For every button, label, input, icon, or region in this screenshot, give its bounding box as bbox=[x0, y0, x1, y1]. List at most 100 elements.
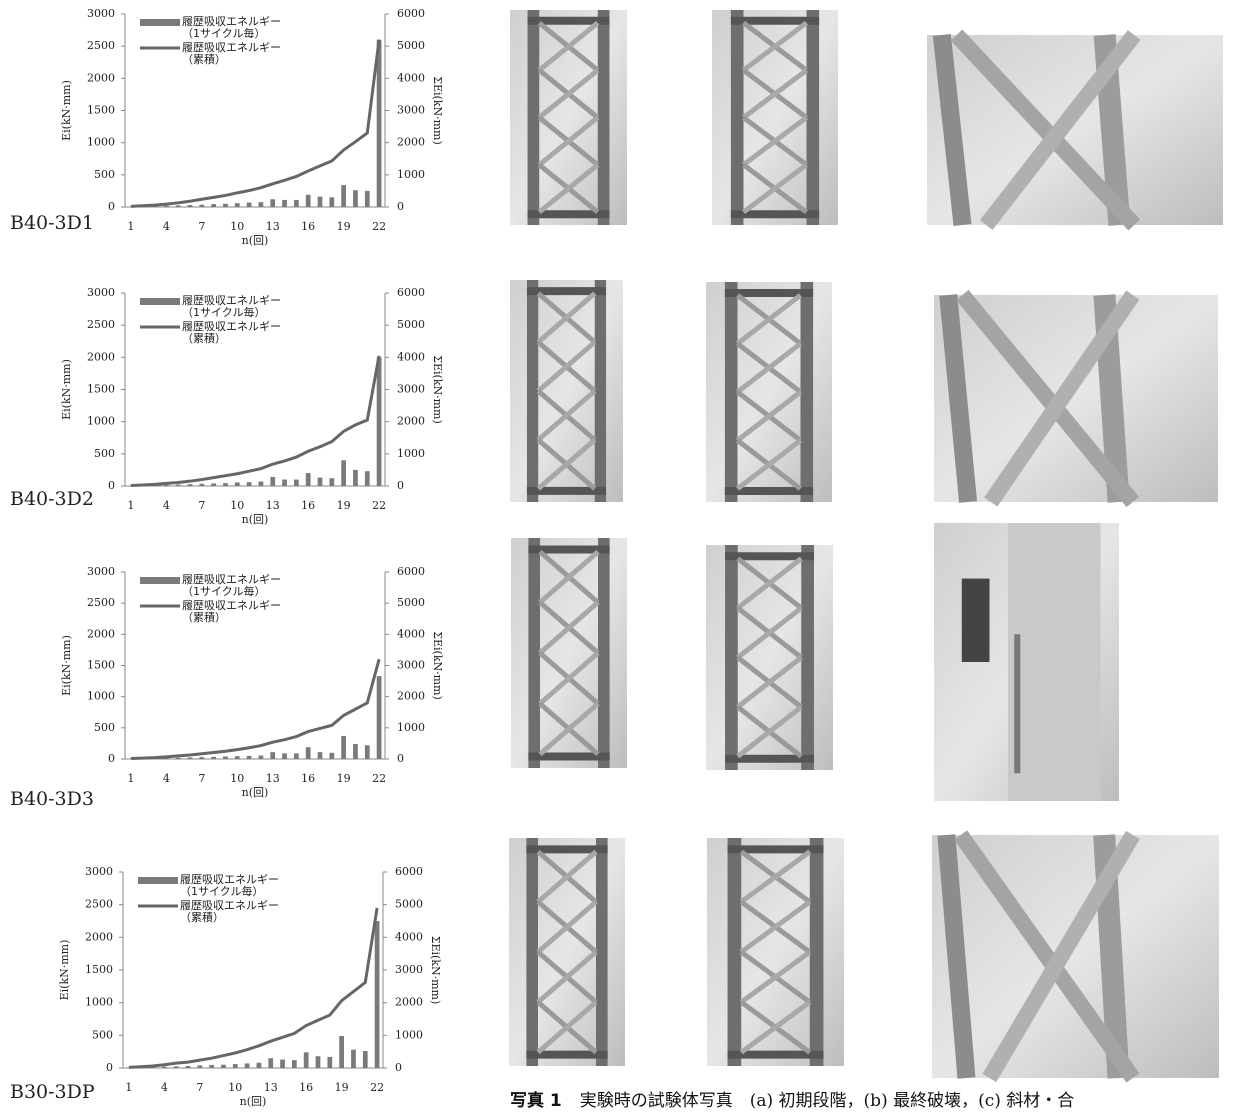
y-tick-label: 2000 bbox=[87, 627, 115, 640]
photo-shape bbox=[536, 291, 597, 345]
legend-swatch bbox=[140, 19, 180, 26]
bar bbox=[329, 197, 335, 207]
y2-tick-label: 2000 bbox=[395, 996, 423, 1009]
x-tick-label: 7 bbox=[196, 1081, 203, 1094]
y2-tick-label: 2000 bbox=[397, 136, 425, 149]
bar bbox=[339, 1035, 344, 1068]
photo-bg bbox=[927, 35, 1223, 225]
y-tick-label: 2000 bbox=[87, 71, 115, 84]
photo-shape bbox=[954, 830, 1140, 1083]
photo-shape bbox=[536, 950, 598, 1005]
y-tick-label: 2000 bbox=[85, 930, 113, 943]
bar bbox=[164, 484, 169, 486]
bar bbox=[162, 1066, 167, 1068]
x-tick-label: 1 bbox=[125, 1081, 132, 1094]
x-tick-label: 19 bbox=[335, 1081, 349, 1094]
y-tick-label: 0 bbox=[108, 479, 115, 492]
photo-shape bbox=[741, 20, 809, 73]
x-tick-label: 19 bbox=[337, 772, 351, 785]
y2-tick-label: 5000 bbox=[397, 318, 425, 331]
bar bbox=[282, 199, 287, 207]
y-tick-label: 1000 bbox=[87, 690, 115, 703]
y-tick-label: 1500 bbox=[87, 659, 115, 672]
x-tick-label: 4 bbox=[161, 1081, 168, 1094]
photo-shape bbox=[1008, 523, 1101, 801]
y2-tick-label: 1000 bbox=[395, 1028, 423, 1041]
y2-tick-label: 0 bbox=[397, 200, 404, 213]
photo-shape bbox=[741, 68, 809, 120]
bar bbox=[329, 478, 335, 486]
x-tick-label: 13 bbox=[266, 220, 280, 233]
bar bbox=[187, 484, 193, 486]
y-tick-label: 500 bbox=[94, 168, 115, 181]
bar bbox=[364, 190, 370, 207]
photo-shape bbox=[939, 294, 978, 503]
x-tick-label: 4 bbox=[163, 499, 170, 512]
bar bbox=[211, 756, 216, 759]
photo-shape bbox=[736, 556, 803, 610]
bar bbox=[258, 755, 264, 759]
bar bbox=[317, 196, 323, 207]
photo-shape bbox=[536, 437, 597, 491]
bar bbox=[270, 752, 276, 759]
bar bbox=[341, 735, 346, 759]
bar bbox=[199, 483, 205, 486]
photo bbox=[706, 545, 833, 770]
legend-swatch bbox=[138, 877, 178, 884]
y-tick-label: 3000 bbox=[87, 565, 115, 578]
y2-tick-label: 0 bbox=[397, 752, 404, 765]
bar bbox=[246, 755, 252, 759]
legend-entry: 履歴吸収エネルギー（1サイクル毎） bbox=[182, 15, 281, 40]
photo bbox=[706, 282, 832, 502]
bar bbox=[232, 1064, 238, 1068]
y-tick-label: 1000 bbox=[87, 415, 115, 428]
photo-shape bbox=[735, 341, 803, 394]
y2-tick-label: 1000 bbox=[397, 721, 425, 734]
photo-shape bbox=[736, 606, 803, 660]
y2-tick-label: 4000 bbox=[397, 350, 425, 363]
bar bbox=[187, 205, 193, 207]
bar bbox=[246, 202, 252, 207]
x-tick-label: 16 bbox=[301, 220, 315, 233]
y-tick-label: 1000 bbox=[85, 996, 113, 1009]
y2-tick-label: 4000 bbox=[397, 627, 425, 640]
photo-shape bbox=[984, 290, 1140, 507]
photo-shape bbox=[537, 115, 600, 167]
bar bbox=[223, 203, 228, 207]
photo-shape bbox=[536, 389, 597, 442]
y-tick-label: 2500 bbox=[87, 596, 115, 609]
y2-tick-label: 3000 bbox=[395, 963, 423, 976]
bar bbox=[282, 753, 287, 759]
x-tick-label: 10 bbox=[230, 499, 244, 512]
line bbox=[128, 907, 379, 1069]
legend-entry: 履歴吸収エネルギー（1サイクル毎） bbox=[180, 873, 279, 898]
x-axis-label: n(回) bbox=[242, 786, 269, 799]
bar bbox=[353, 469, 358, 486]
bar bbox=[305, 473, 311, 486]
photo-bg bbox=[707, 838, 844, 1066]
photo-shape bbox=[956, 289, 1139, 508]
y2-tick-label: 6000 bbox=[397, 7, 425, 20]
bar bbox=[234, 203, 240, 207]
bar bbox=[327, 1056, 333, 1068]
y-axis-label: Ei(kN·mm) bbox=[60, 635, 73, 696]
photo-shape bbox=[538, 600, 600, 655]
y2-tick-label: 4000 bbox=[397, 71, 425, 84]
x-tick-label: 10 bbox=[230, 772, 244, 785]
bar bbox=[197, 1065, 203, 1068]
x-tick-label: 13 bbox=[266, 772, 280, 785]
bar bbox=[175, 205, 181, 207]
photo-shape bbox=[736, 705, 803, 759]
y-tick-label: 1500 bbox=[85, 963, 113, 976]
legend-entry: 履歴吸収エネルギー（1サイクル毎） bbox=[182, 573, 281, 598]
bar bbox=[317, 477, 323, 486]
photo bbox=[934, 289, 1218, 508]
bar bbox=[329, 752, 335, 759]
legend-swatch bbox=[140, 298, 180, 305]
x-tick-label: 16 bbox=[299, 1081, 313, 1094]
x-tick-label: 13 bbox=[264, 1081, 278, 1094]
bar bbox=[199, 757, 205, 759]
y2-tick-label: 2000 bbox=[397, 415, 425, 428]
y-axis-label: Ei(kN·mm) bbox=[60, 80, 73, 141]
y2-tick-label: 2000 bbox=[397, 690, 425, 703]
